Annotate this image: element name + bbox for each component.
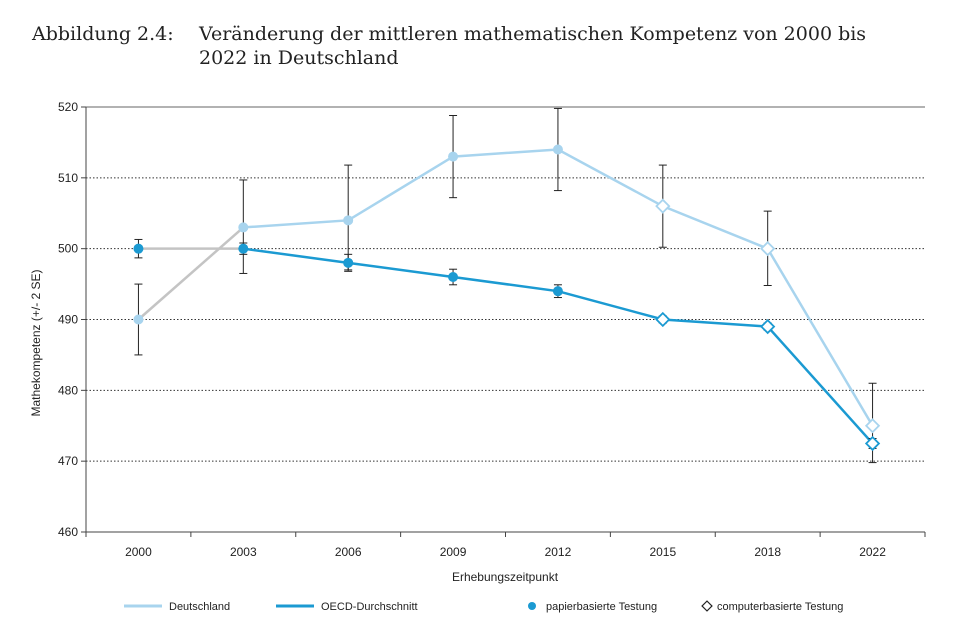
oecd-point-2018 bbox=[760, 318, 776, 335]
legend-label-deutschland: Deutschland bbox=[169, 601, 230, 613]
series-lines bbox=[137, 148, 874, 445]
y-axis-ticks: 460 470 480 490 500 510 520 bbox=[58, 100, 86, 539]
oecd-point-2006 bbox=[343, 257, 354, 268]
x-tick-label: 2006 bbox=[335, 545, 362, 559]
x-tick-label: 2018 bbox=[754, 545, 781, 559]
deutschland-bridge-line bbox=[137, 226, 245, 321]
oecd-line bbox=[243, 247, 874, 445]
x-axis-label: Erhebungszeitpunkt bbox=[452, 570, 559, 584]
legend-label-computer: computerbasierte Testung bbox=[717, 601, 843, 613]
deutschland-point-2006 bbox=[343, 215, 354, 226]
legend-marker-computer bbox=[701, 600, 713, 612]
oecd-point-2022 bbox=[864, 435, 881, 452]
deutschland-point-2000 bbox=[133, 314, 144, 325]
y-tick-label: 520 bbox=[58, 100, 78, 114]
x-tick-label: 2022 bbox=[859, 545, 886, 559]
deutschland-point-2022 bbox=[864, 418, 881, 434]
y-tick-label: 490 bbox=[58, 313, 78, 327]
error-bars bbox=[134, 107, 877, 464]
x-tick-label: 2000 bbox=[125, 545, 152, 559]
x-tick-label: 2003 bbox=[230, 545, 257, 559]
y-tick-label: 480 bbox=[58, 383, 78, 397]
oecd-point-2000 bbox=[133, 243, 144, 254]
x-tick-label: 2015 bbox=[649, 545, 676, 559]
axes bbox=[85, 106, 925, 533]
legend-marker-paper bbox=[528, 602, 536, 610]
y-tick-label: 510 bbox=[58, 171, 78, 185]
x-tick-label: 2009 bbox=[440, 545, 467, 559]
oecd-point-2009 bbox=[448, 272, 459, 282]
x-axis-ticks: 2000 2003 2006 2009 2012 2015 2018 2022 bbox=[85, 532, 926, 559]
deutschland-point-2009 bbox=[448, 151, 459, 162]
legend-label-oecd: OECD-Durchschnitt bbox=[321, 601, 418, 613]
gridlines bbox=[86, 177, 925, 462]
figure-number: Abbildung 2.4: bbox=[32, 23, 174, 45]
deutschland-point-2003 bbox=[238, 222, 249, 233]
legend: Deutschland OECD-Durchschnitt papierbasi… bbox=[124, 600, 843, 613]
y-axis-label: Mathekompetenz (+/- 2 SE) bbox=[29, 269, 43, 416]
oecd-point-2012 bbox=[552, 286, 563, 297]
legend-label-paper: papierbasierte Testung bbox=[546, 601, 657, 613]
y-tick-label: 500 bbox=[58, 242, 78, 256]
figure-title: Veränderung der mittleren mathematischen… bbox=[199, 23, 867, 69]
data-markers bbox=[133, 144, 881, 452]
deutschland-point-2018 bbox=[760, 241, 776, 257]
y-tick-label: 460 bbox=[58, 525, 78, 539]
y-tick-label: 470 bbox=[58, 454, 78, 468]
deutschland-point-2012 bbox=[552, 144, 563, 155]
deutschland-point-2015 bbox=[655, 198, 671, 214]
oecd-point-2003 bbox=[238, 243, 249, 254]
oecd-point-2015 bbox=[655, 311, 671, 328]
x-tick-label: 2012 bbox=[545, 545, 572, 559]
